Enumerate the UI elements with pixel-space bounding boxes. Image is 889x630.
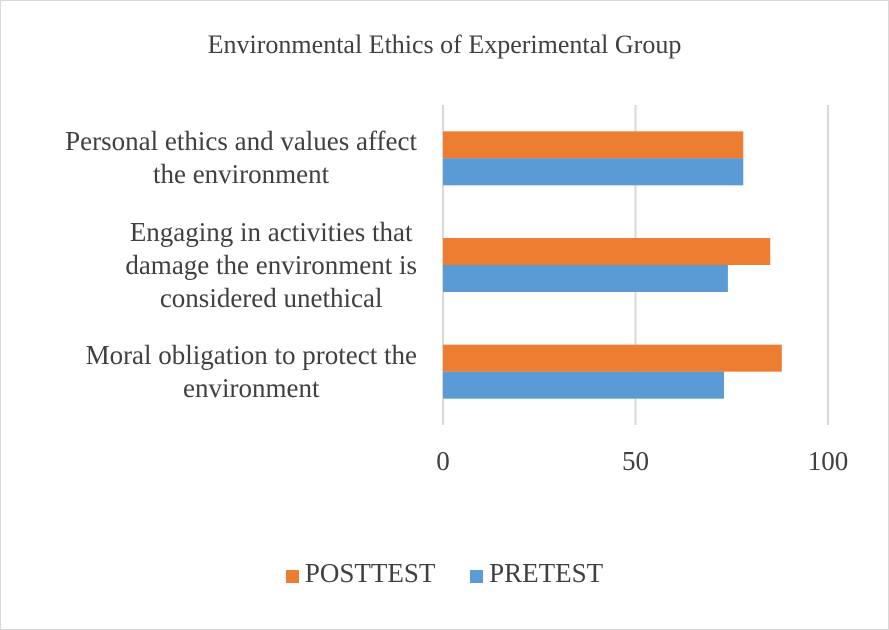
x-tick-label-0: 0 xyxy=(436,446,450,476)
category-label-line: Moral obligation to protect the xyxy=(85,339,417,370)
legend-swatch-pretest xyxy=(470,569,484,583)
category-label-line: Engaging in activities that xyxy=(129,216,413,247)
category-label-line: the environment xyxy=(152,159,330,190)
category-label-line: damage the environment is xyxy=(125,249,417,280)
bar-posttest-1 xyxy=(443,238,771,265)
category-label-1: Engaging in activities that damage the en… xyxy=(125,216,417,315)
legend-item-pretest: PRETEST xyxy=(470,558,603,589)
category-label-line: environment xyxy=(183,372,320,403)
category-label-2: Moral obligation to protect the environme… xyxy=(86,339,417,405)
x-tick-label-50: 50 xyxy=(622,446,649,476)
bar-posttest-0 xyxy=(443,131,744,159)
chart-title: Environmental Ethics of Experimental Gro… xyxy=(207,30,682,59)
legend-item-posttest: POSTTEST xyxy=(285,558,436,589)
category-label-line: considered unethical xyxy=(159,282,383,313)
legend: POSTTEST PRETEST xyxy=(0,556,889,589)
bar-pretest-1 xyxy=(443,265,728,292)
legend-label-pretest: PRETEST xyxy=(489,558,604,589)
legend-swatch-posttest xyxy=(285,569,299,583)
legend-label-posttest: POSTTEST xyxy=(304,558,436,589)
bar-pretest-2 xyxy=(443,371,725,399)
bar-pretest-0 xyxy=(443,158,744,186)
category-label-line: Personal ethics and values affect xyxy=(65,126,417,157)
category-label-0: Personal ethics and values affect the env… xyxy=(65,125,417,191)
bar-posttest-2 xyxy=(443,344,782,372)
x-tick-label-100: 100 xyxy=(808,446,849,476)
